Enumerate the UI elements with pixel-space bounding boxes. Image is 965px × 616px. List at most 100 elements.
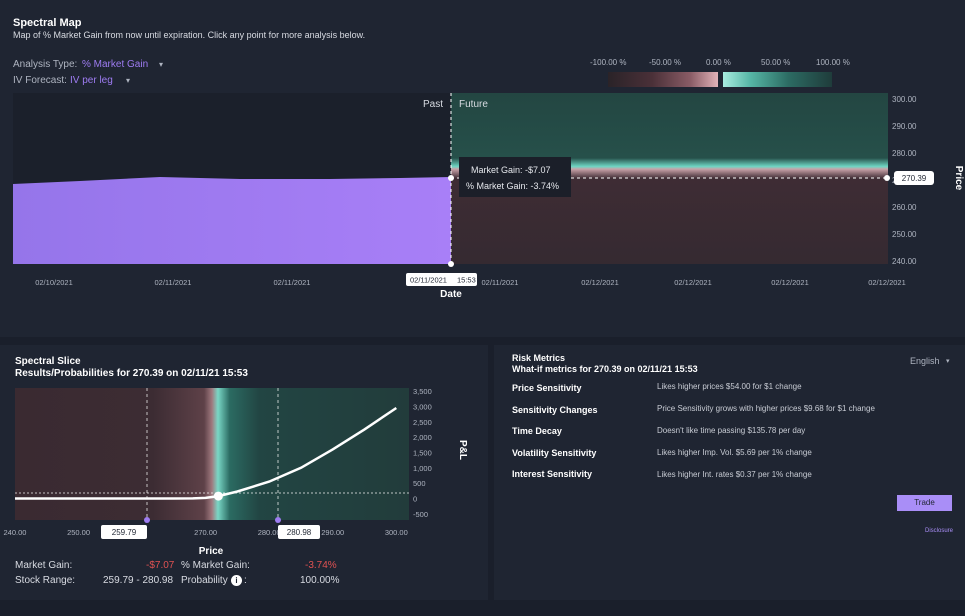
analysis-type-value: % Market Gain xyxy=(82,59,149,70)
x-tick-label: 02/10/2021 xyxy=(35,278,73,287)
y-tick-label: 260.00 xyxy=(892,203,917,212)
risk-row-label: Sensitivity Changes xyxy=(512,405,598,415)
risk-row-label: Price Sensitivity xyxy=(512,383,582,393)
legend-gain-bar xyxy=(723,72,832,87)
date-marker xyxy=(448,261,454,267)
iv-forecast-value: IV per leg xyxy=(70,75,113,86)
date-badge xyxy=(406,273,477,286)
date-badge-date: 02/11/2021 xyxy=(410,276,447,285)
risk-metrics-subtitle: What-if metrics for 270.39 on 02/11/21 1… xyxy=(512,364,698,374)
x-tick-label: 02/11/2021 xyxy=(155,278,192,287)
iv-forecast-select[interactable]: IV per leg ▾ xyxy=(68,73,138,88)
x-tick-label: 240.00 xyxy=(4,528,27,537)
x-tick-label: 02/12/2021 xyxy=(581,278,619,287)
y-tick-label: 500 xyxy=(413,479,426,488)
probability-colon: : xyxy=(244,575,247,586)
disclosure-link[interactable]: Disclosure xyxy=(925,528,954,534)
y-tick-label: 3,500 xyxy=(413,387,432,396)
language-select[interactable]: English ▾ xyxy=(910,356,954,368)
y-axis-label: P&L xyxy=(457,440,468,460)
market-gain-label: Market Gain: xyxy=(15,560,73,571)
spectral-map-panel: Spectral Map Map of % Market Gain from n… xyxy=(0,17,965,305)
range-low-handle[interactable] xyxy=(144,517,150,523)
x-tick-label: 02/12/2021 xyxy=(868,278,906,287)
chevron-down-icon: ▾ xyxy=(159,60,164,69)
price-badge xyxy=(894,171,934,185)
y-tick-label: 240.00 xyxy=(892,257,917,266)
risk-metrics-title: Risk Metrics xyxy=(512,353,566,363)
spectral-map-subtitle: Map of % Market Gain from now until expi… xyxy=(13,30,366,40)
pct-gain-label: % Market Gain: xyxy=(181,560,250,571)
legend-tick: 0.00 % xyxy=(706,58,731,67)
spectral-slice-chart[interactable]: 3,500 3,000 2,500 2,000 1,500 1,000 500 0 -500 P… xyxy=(0,345,488,560)
risk-row-label: Interest Sensitivity xyxy=(512,469,593,479)
legend-loss-bar xyxy=(608,72,718,87)
pnl-curve xyxy=(15,406,397,500)
x-axis-ticks: 240.00 250.00 270.00 280.00 290.00 300.00 xyxy=(4,528,408,537)
y-tick-label: 1,000 xyxy=(413,464,432,473)
x-axis-ticks: 02/10/2021 02/11/2021 02/11/2021 02/11/2021… xyxy=(35,278,906,287)
x-tick-label: 280.00 xyxy=(258,528,281,537)
price-marker xyxy=(884,175,890,181)
spectral-slice-panel: Spectral Slice Results/Probabilities for… xyxy=(0,345,488,600)
y-tick-label: 1,500 xyxy=(413,448,432,457)
risk-row-value: Likes higher prices $54.00 for $1 change xyxy=(657,382,802,391)
y-tick-label: 0 xyxy=(413,495,417,504)
range-low-badge-text: 259.79 xyxy=(112,528,137,537)
future-label: Future xyxy=(459,99,488,110)
stock-range-value: 259.79 - 280.98 xyxy=(103,575,174,586)
info-icon[interactable]: i xyxy=(231,575,242,586)
past-price-area xyxy=(13,177,451,264)
risk-metrics-panel: Risk Metrics What-if metrics for 270.39 … xyxy=(494,345,965,600)
x-tick-label: 250.00 xyxy=(67,528,90,537)
risk-row-value: Likes higher Imp. Vol. $5.69 per 1% chan… xyxy=(657,448,812,457)
past-label: Past xyxy=(423,99,443,110)
x-tick-label: 02/11/2021 xyxy=(274,278,311,287)
current-price-marker[interactable] xyxy=(213,491,223,501)
y-tick-label: 3,000 xyxy=(413,402,432,411)
selected-point-marker[interactable] xyxy=(448,175,454,181)
range-high-badge[interactable] xyxy=(278,525,320,539)
risk-row-label: Volatility Sensitivity xyxy=(512,448,597,458)
analysis-type-select[interactable]: % Market Gain ▾ xyxy=(80,57,170,72)
spectral-slice-subtitle: Results/Probabilities for 270.39 on 02/1… xyxy=(15,368,248,379)
price-badge-text: 270.39 xyxy=(902,174,927,183)
y-tick-label: 280.00 xyxy=(892,149,917,158)
pct-gain-value: -3.74% xyxy=(305,560,337,571)
legend-tick: 50.00 % xyxy=(761,58,791,67)
risk-row-label: Time Decay xyxy=(512,426,562,436)
y-axis-label: Price xyxy=(953,166,964,191)
x-tick-label: 02/12/2021 xyxy=(674,278,712,287)
slice-heat-band xyxy=(15,388,409,520)
x-tick-label: 300.00 xyxy=(385,528,408,537)
y-tick-label: 250.00 xyxy=(892,230,917,239)
y-tick-label: 2,500 xyxy=(413,418,432,427)
x-axis-label: Price xyxy=(199,546,224,557)
market-gain-value: -$7.07 xyxy=(146,560,175,571)
risk-row-value: Doesn't like time passing $135.78 per da… xyxy=(657,426,806,435)
probability-label: Probability xyxy=(181,575,228,586)
tooltip-box xyxy=(459,157,571,197)
analysis-type-label: Analysis Type: xyxy=(13,59,78,70)
risk-row-value: Likes higher Int. rates $0.37 per 1% cha… xyxy=(657,470,812,479)
spectral-slice-title: Spectral Slice xyxy=(15,356,81,367)
y-tick-label: 290.00 xyxy=(892,122,917,131)
range-low-badge[interactable] xyxy=(101,525,147,539)
x-tick-label: 02/11/2021 xyxy=(482,278,519,287)
color-legend: -100.00 % -50.00 % 0.00 % 50.00 % 100.00… xyxy=(585,56,855,90)
risk-row-value: Price Sensitivity grows with higher pric… xyxy=(657,404,875,413)
legend-tick: 100.00 % xyxy=(816,58,850,67)
trade-button[interactable]: Trade xyxy=(897,495,952,511)
range-high-handle[interactable] xyxy=(275,517,281,523)
spectral-map-title: Spectral Map xyxy=(13,17,82,29)
y-axis-ticks: 3,500 3,000 2,500 2,000 1,500 1,000 500 0 -500 xyxy=(413,387,432,519)
spectral-map-chart[interactable]: Past Future Market Gain: -$7.07 % Market… xyxy=(0,90,965,305)
language-value: English xyxy=(910,356,940,366)
stock-range-label: Stock Range: xyxy=(15,575,76,586)
tooltip-market-gain: Market Gain: -$7.07 xyxy=(471,165,551,175)
y-tick-label: 2,000 xyxy=(413,433,432,442)
y-tick-label: 300.00 xyxy=(892,95,917,104)
x-tick-label: 02/12/2021 xyxy=(771,278,809,287)
iv-forecast-label: IV Forecast: xyxy=(13,75,67,86)
y-tick-label: -500 xyxy=(413,510,428,519)
